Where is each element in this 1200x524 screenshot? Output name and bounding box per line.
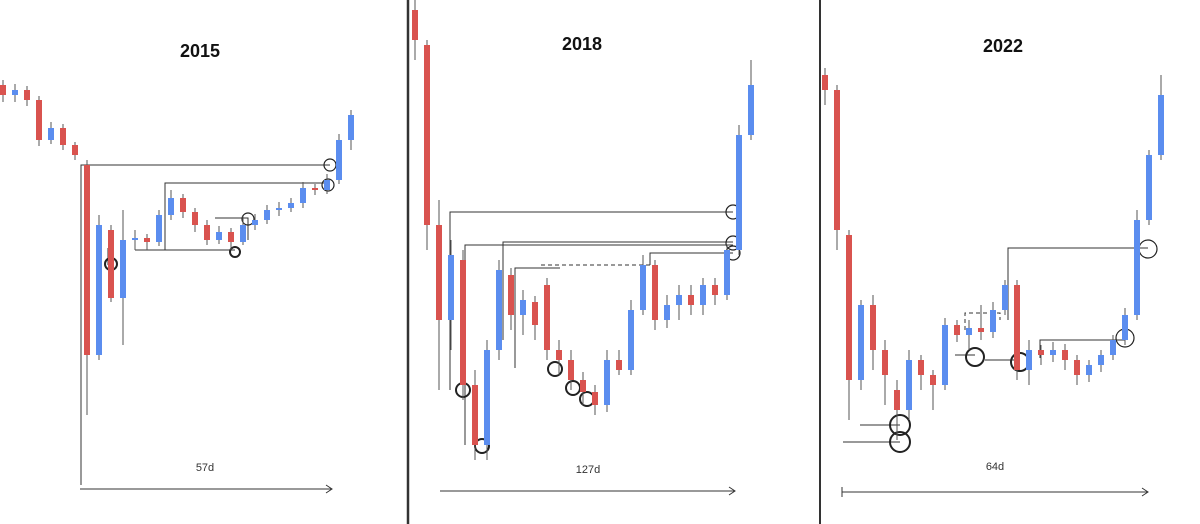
candle-body <box>216 232 222 240</box>
annotations <box>80 158 1158 497</box>
candle-body <box>460 260 466 385</box>
candle-body <box>978 328 984 332</box>
candle-body <box>906 360 912 410</box>
candle-body <box>156 215 162 242</box>
candle-body <box>604 360 610 405</box>
candle-body <box>1134 220 1140 315</box>
candle-body <box>628 310 634 370</box>
candle-body <box>1146 155 1152 220</box>
candle-body <box>252 220 258 225</box>
candle-body <box>12 90 18 95</box>
candle-body <box>918 360 924 375</box>
candle-body <box>132 238 138 240</box>
candle-body <box>882 350 888 375</box>
candle-body <box>712 285 718 295</box>
candle-body <box>472 385 478 445</box>
candle-body <box>858 305 864 380</box>
candle-body <box>36 100 42 140</box>
candle-body <box>84 165 90 355</box>
candle-body <box>1026 350 1032 370</box>
candle-body <box>954 325 960 335</box>
candle-body <box>894 390 900 410</box>
candle-body <box>288 203 294 208</box>
candle-body <box>1014 285 1020 370</box>
candle-body <box>144 238 150 242</box>
candle-body <box>336 140 342 180</box>
candle-body <box>1062 350 1068 360</box>
duration-label: 127d <box>576 464 600 476</box>
candle-body <box>448 255 454 320</box>
candle-body <box>24 90 30 100</box>
candle-body <box>60 128 66 145</box>
candle-body <box>736 135 742 250</box>
candle-body <box>592 392 598 405</box>
candle-body <box>484 350 490 445</box>
candle-body <box>436 225 442 320</box>
candle-body <box>568 360 574 380</box>
candle-body <box>120 240 126 298</box>
candle-body <box>834 90 840 230</box>
duration-label: 57d <box>196 462 214 474</box>
candle-body <box>424 45 430 225</box>
candle-body <box>508 275 514 315</box>
candle-body <box>240 225 246 242</box>
candle-body <box>204 225 210 240</box>
candle-body <box>96 225 102 355</box>
candle-body <box>412 10 418 40</box>
candle-body <box>1098 355 1104 365</box>
candle-body <box>556 350 562 360</box>
candle-body <box>942 325 948 385</box>
candle-body <box>688 295 694 305</box>
candle-body <box>822 75 828 90</box>
candle-body <box>966 328 972 335</box>
candle-body <box>348 115 354 140</box>
candle-body <box>616 360 622 370</box>
candle-body <box>48 128 54 140</box>
candle-body <box>1002 285 1008 310</box>
candle-body <box>1038 350 1044 355</box>
candle-body <box>192 212 198 225</box>
candle-body <box>264 210 270 220</box>
candle-body <box>580 380 586 392</box>
candle-body <box>1122 315 1128 340</box>
candle-body <box>990 310 996 332</box>
candle-body <box>676 295 682 305</box>
candle-body <box>652 265 658 320</box>
chart-title: 2018 <box>562 34 602 54</box>
candle-body <box>1086 365 1092 375</box>
candle-body <box>700 285 706 305</box>
candle-body <box>276 208 282 210</box>
candle-body <box>180 198 186 212</box>
candle-body <box>228 232 234 242</box>
duration-label: 64d <box>986 461 1004 473</box>
candle-body <box>664 305 670 320</box>
candle-body <box>748 85 754 135</box>
candle-body <box>724 250 730 295</box>
candle-body <box>72 145 78 155</box>
candle-body <box>640 265 646 310</box>
candle-body <box>168 198 174 215</box>
candle-body <box>1074 360 1080 375</box>
candle-body <box>544 285 550 350</box>
candle-body <box>520 300 526 315</box>
candle-body <box>324 180 330 190</box>
chart-title: 2015 <box>180 41 220 61</box>
candle-body <box>0 85 6 95</box>
candle-body <box>1158 95 1164 155</box>
candle-body <box>1050 350 1056 355</box>
chart-title: 2022 <box>983 36 1023 56</box>
candle-body <box>312 188 318 190</box>
candle-body <box>846 235 852 380</box>
candle-body <box>108 230 114 298</box>
candle-body <box>1110 340 1116 355</box>
candle-body <box>870 305 876 350</box>
candle-body <box>532 302 538 325</box>
candle-body <box>300 188 306 203</box>
candle-body <box>930 375 936 385</box>
candle-body <box>496 270 502 350</box>
